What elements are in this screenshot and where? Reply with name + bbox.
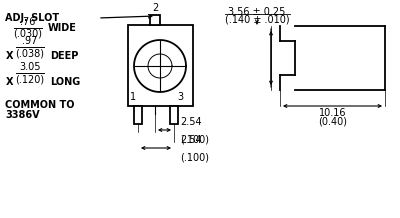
Bar (134, 106, 142, 124)
Text: 2: 2 (152, 3, 158, 13)
Text: 1: 1 (130, 92, 136, 102)
Text: 10.16: 10.16 (319, 108, 346, 118)
Text: (.120): (.120) (16, 74, 44, 84)
Text: (.100): (.100) (180, 134, 209, 144)
Text: .97: .97 (22, 36, 38, 46)
Text: WIDE: WIDE (48, 23, 77, 33)
Bar (128, 25, 193, 106)
Bar (150, 15, 160, 25)
Text: (.140 ± .010): (.140 ± .010) (225, 15, 289, 25)
Text: 2.54: 2.54 (180, 135, 202, 145)
Text: (0.40): (0.40) (318, 117, 347, 127)
Text: DEEP: DEEP (50, 51, 78, 61)
Text: (.030): (.030) (14, 29, 42, 39)
Text: .76: .76 (20, 17, 36, 27)
Bar (170, 106, 178, 124)
Text: X: X (6, 51, 14, 61)
Text: COMMON TO: COMMON TO (5, 100, 74, 110)
Text: ADJ. SLOT: ADJ. SLOT (5, 13, 59, 23)
Text: 3386V: 3386V (5, 110, 40, 120)
Text: 3.56 ± 0.25: 3.56 ± 0.25 (228, 7, 286, 17)
Text: 3: 3 (177, 92, 183, 102)
Text: 2.54: 2.54 (180, 117, 202, 127)
Text: LONG: LONG (50, 77, 80, 87)
Text: (.038): (.038) (16, 48, 44, 58)
Text: 3.05: 3.05 (19, 62, 41, 72)
Text: X: X (6, 77, 14, 87)
Text: (.100): (.100) (180, 152, 209, 162)
